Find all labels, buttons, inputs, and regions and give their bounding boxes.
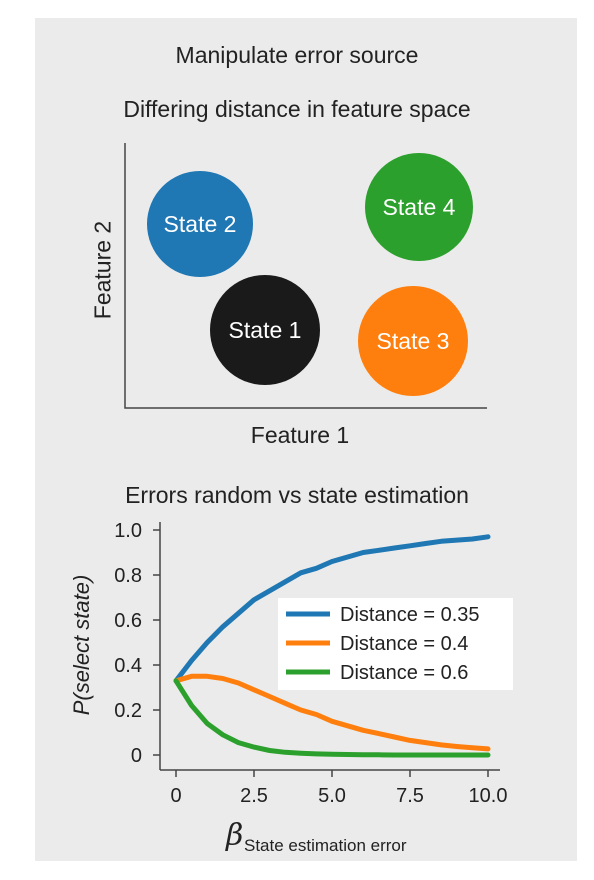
state-circle-1-shape	[210, 275, 320, 385]
y-tick-label: 0.8	[114, 565, 142, 587]
feature-space-xlabel: Feature 1	[250, 422, 350, 448]
legend-label-3: Distance = 0.6	[340, 662, 468, 684]
y-tick-label: 0	[131, 745, 142, 767]
x-tick-label: 0	[170, 785, 181, 807]
x-tick-label: 7.5	[396, 785, 424, 807]
state-label-2: State 2	[164, 211, 237, 237]
series-line-3	[173, 678, 491, 758]
state-circle-1: State 1	[210, 275, 320, 385]
state-circle-2: State 2	[147, 171, 253, 277]
state-circle-3-shape	[358, 286, 468, 396]
feature-space-title: Differing distance in feature space	[123, 96, 471, 122]
series-line-2	[173, 673, 491, 752]
x-tick-label: 10.0	[469, 785, 508, 807]
x-tick-label: 2.5	[240, 785, 268, 807]
chart-xlabel-subscript: State estimation error	[244, 836, 407, 855]
chart-xlabel-symbol: β	[226, 818, 244, 853]
state-label-4: State 4	[383, 194, 456, 220]
state-label-1: State 1	[229, 317, 302, 343]
y-tick-label: 0.6	[114, 610, 142, 632]
y-tick-label: 0.4	[114, 655, 142, 677]
legend-label-1: Distance = 0.35	[340, 604, 480, 626]
figure-title: Manipulate error source	[175, 42, 419, 68]
series-line-1	[173, 534, 491, 684]
state-circle-2-shape	[147, 171, 253, 277]
feature-space-axes	[124, 143, 487, 409]
state-circle-4: State 4	[365, 153, 473, 261]
y-tick-label: 0.2	[114, 700, 142, 722]
state-circle-3: State 3	[358, 286, 468, 396]
chart-title: Errors random vs state estimation	[125, 482, 469, 508]
state-circle-4-shape	[365, 153, 473, 261]
state-label-3: State 3	[377, 328, 450, 354]
legend-label-2: Distance = 0.4	[340, 633, 468, 655]
y-tick-label: 1.0	[114, 520, 142, 542]
x-tick-label: 5.0	[318, 785, 346, 807]
